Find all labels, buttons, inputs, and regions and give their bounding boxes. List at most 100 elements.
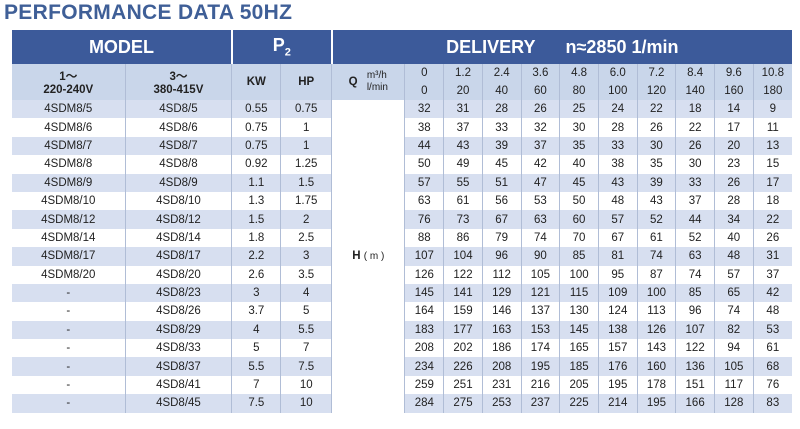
head-value-cell: 76 bbox=[753, 375, 792, 395]
head-value-cell: 45 bbox=[482, 155, 522, 174]
kw-cell: 1.1 bbox=[231, 173, 282, 192]
head-value-cell: 126 bbox=[404, 265, 445, 284]
head-value-cell: 100 bbox=[637, 283, 677, 303]
head-value-cell: 33 bbox=[482, 118, 522, 137]
head-value-cell: 122 bbox=[675, 339, 715, 358]
head-value-cell: 18 bbox=[753, 191, 792, 211]
head-value-cell: 48 bbox=[598, 191, 638, 211]
head-value-cell: 82 bbox=[714, 320, 754, 340]
flow-lmin-cell: 0 bbox=[404, 82, 445, 100]
head-value-cell: 28 bbox=[714, 191, 754, 211]
head-value-cell: 90 bbox=[521, 247, 561, 266]
flow-lmin-cell: 100 bbox=[598, 82, 638, 100]
hp-cell: 5 bbox=[280, 302, 333, 321]
table-row: 4SDM8/20 4SD8/20 2.6 3.5 126 122 112 105 100 95 87… bbox=[12, 265, 792, 284]
head-value-cell: 30 bbox=[559, 118, 599, 137]
model-three-phase-cell: 4SD8/9 bbox=[125, 173, 233, 192]
three-phase-header: 3～ 380-415V bbox=[125, 64, 233, 100]
head-value-cell: 122 bbox=[443, 265, 483, 284]
head-value-cell: 208 bbox=[482, 357, 522, 376]
head-value-cell: 51 bbox=[482, 173, 522, 192]
head-value-cell: 83 bbox=[753, 394, 792, 413]
head-value-cell: 39 bbox=[637, 173, 677, 192]
model-three-phase-cell: 4SD8/29 bbox=[125, 320, 233, 340]
head-value-cell: 63 bbox=[404, 191, 445, 211]
head-value-cell: 159 bbox=[443, 302, 483, 321]
model-three-phase-cell: 4SD8/8 bbox=[125, 155, 233, 174]
table-row: 4SDM8/9 4SD8/9 1.1 1.5 57 55 51 47 45 43 39 33 26 17 bbox=[12, 173, 792, 192]
head-value-cell: 57 bbox=[404, 173, 445, 192]
hp-cell: 7.5 bbox=[280, 357, 333, 376]
head-value-cell: 96 bbox=[675, 302, 715, 321]
table-row: -4SD8/23 3 4 145 141 129 121 115 109 100 85 65 42 bbox=[12, 283, 792, 303]
flow-m3h-cell: 2.4 bbox=[482, 64, 522, 82]
head-value-cell: 57 bbox=[714, 265, 754, 284]
head-value-cell: 121 bbox=[521, 283, 561, 303]
head-value-cell: 30 bbox=[637, 136, 677, 156]
head-value-cell: 138 bbox=[598, 320, 638, 340]
head-value-cell: 37 bbox=[753, 265, 792, 284]
model-single-phase-cell: 4SDM8/20 bbox=[12, 265, 126, 284]
flow-lmin-cell: 20 bbox=[443, 82, 483, 100]
single-phase-header: 1～ 220-240V bbox=[12, 64, 126, 100]
head-value-cell: 56 bbox=[482, 191, 522, 211]
kw-cell: 0.75 bbox=[231, 136, 282, 156]
delivery-header: DELIVERY n≈2850 1/min bbox=[331, 30, 792, 64]
head-value-cell: 37 bbox=[675, 191, 715, 211]
head-value-cell: 105 bbox=[714, 357, 754, 376]
head-value-cell: 50 bbox=[559, 191, 599, 211]
head-value-cell: 195 bbox=[521, 357, 561, 376]
head-value-cell: 53 bbox=[521, 191, 561, 211]
header-row-flow-m3h: 1～ 220-240V 3～ 380-415V KW HP Q m³/h l/min … bbox=[12, 64, 792, 100]
kw-cell: 5 bbox=[231, 339, 282, 358]
head-value-cell: 76 bbox=[404, 210, 445, 229]
model-single-phase-cell: 4SDM8/17 bbox=[12, 247, 126, 266]
head-value-cell: 32 bbox=[521, 118, 561, 137]
head-value-cell: 44 bbox=[675, 210, 715, 229]
model-three-phase-cell: 4SD8/20 bbox=[125, 265, 233, 284]
head-value-cell: 60 bbox=[559, 210, 599, 229]
head-value-cell: 137 bbox=[521, 302, 561, 321]
model-three-phase-cell: 4SD8/45 bbox=[125, 394, 233, 413]
kw-cell: 2.6 bbox=[231, 265, 282, 284]
head-value-cell: 95 bbox=[598, 265, 638, 284]
head-value-cell: 38 bbox=[598, 155, 638, 174]
head-value-cell: 43 bbox=[637, 191, 677, 211]
head-value-cell: 48 bbox=[714, 247, 754, 266]
head-value-cell: 18 bbox=[675, 100, 715, 119]
head-value-cell: 151 bbox=[675, 375, 715, 395]
head-value-cell: 253 bbox=[482, 394, 522, 413]
model-single-phase-cell: - bbox=[12, 302, 126, 321]
head-value-cell: 65 bbox=[714, 283, 754, 303]
head-value-cell: 284 bbox=[404, 394, 445, 413]
head-value-cell: 186 bbox=[482, 339, 522, 358]
head-value-cell: 33 bbox=[598, 136, 638, 156]
head-value-cell: 31 bbox=[753, 247, 792, 266]
head-value-cell: 85 bbox=[675, 283, 715, 303]
head-value-cell: 100 bbox=[559, 265, 599, 284]
head-value-cell: 153 bbox=[521, 320, 561, 340]
head-value-cell: 128 bbox=[714, 394, 754, 413]
model-single-phase-cell: 4SDM8/7 bbox=[12, 136, 126, 156]
speed-label: n≈2850 1/min bbox=[565, 36, 679, 57]
head-unit: ( m ) bbox=[363, 251, 385, 263]
table-row: 4SDM8/6 4SD8/6 0.75 1 38 37 33 32 30 28 26 22 17 11 bbox=[12, 118, 792, 137]
p2-header: P2 bbox=[231, 30, 333, 64]
head-value-cell: 107 bbox=[675, 320, 715, 340]
head-value-cell: 25 bbox=[559, 100, 599, 119]
head-value-cell: 42 bbox=[521, 155, 561, 174]
hp-cell: 1.25 bbox=[280, 155, 333, 174]
model-three-phase-cell: 4SD8/12 bbox=[125, 210, 233, 229]
head-value-cell: 195 bbox=[637, 394, 677, 413]
model-three-phase-cell: 4SD8/26 bbox=[125, 302, 233, 321]
head-value-cell: 205 bbox=[559, 375, 599, 395]
header-row-flow-lmin: 0 20 40 60 80 100 120 140 160 180 bbox=[12, 82, 792, 100]
head-value-cell: 105 bbox=[521, 265, 561, 284]
head-value-cell: 81 bbox=[598, 247, 638, 266]
table-row: 4SDM8/12 4SD8/12 1.5 2 76 73 67 63 60 57 52 44 34 22 bbox=[12, 210, 792, 229]
head-value-cell: 28 bbox=[598, 118, 638, 137]
table-row: 4SDM8/7 4SD8/7 0.75 1 44 43 39 37 35 33 30 26 20 13 bbox=[12, 136, 792, 156]
head-value-cell: 37 bbox=[521, 136, 561, 156]
kw-cell: 3 bbox=[231, 283, 282, 303]
hp-cell: 3.5 bbox=[280, 265, 333, 284]
